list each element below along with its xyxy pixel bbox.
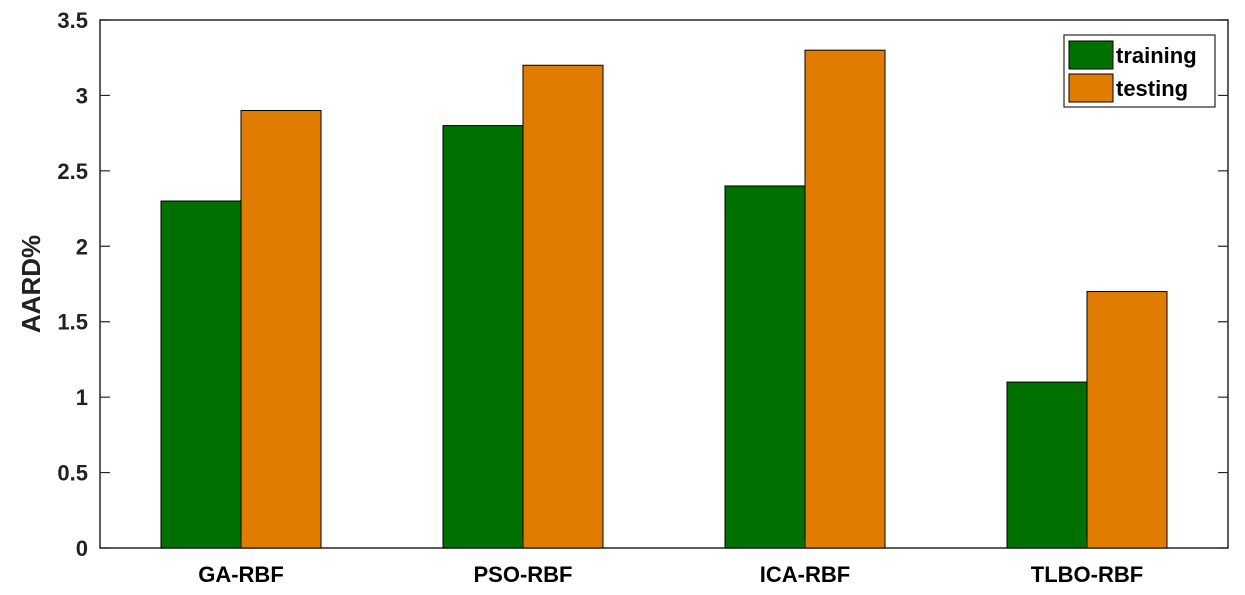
bar-training-tlbo-rbf [1006,381,1088,549]
y-tick-label: 0 [76,536,88,561]
plot-area-frame [99,19,1229,549]
y-tick-label: 2 [76,234,88,259]
bar-training-pso-rbf [442,125,524,549]
legend-label-testing: testing [1116,76,1188,101]
y-tick-label: 3.5 [57,8,88,33]
bar-training-ga-rbf [160,200,242,549]
y-tick-label: 3 [76,83,88,108]
legend-swatch-testing [1068,73,1114,103]
legend-swatch-training [1068,40,1114,70]
bar-testing-pso-rbf [522,64,604,549]
bar-training-ica-rbf [724,185,806,549]
y-tick-label: 2.5 [57,159,88,184]
y-tick-label: 0.5 [57,461,88,486]
x-category-label: PSO-RBF [474,562,573,587]
x-category-label: TLBO-RBF [1031,562,1143,587]
legend: training testing [1063,34,1216,108]
axes [99,19,1229,549]
x-axis-categories: GA-RBF PSO-RBF ICA-RBF TLBO-RBF [198,538,1143,587]
y-axis-ticks: 0 0.5 1 1.5 2 2.5 3 3.5 [57,8,1228,561]
bar-testing-ga-rbf [240,110,322,549]
y-tick-label: 1 [76,385,88,410]
y-tick-label: 1.5 [57,310,88,335]
x-category-label: ICA-RBF [760,562,850,587]
x-category-label: GA-RBF [198,562,284,587]
bar-testing-tlbo-rbf [1086,291,1168,549]
y-axis-label: AARD% [16,235,46,333]
legend-label-training: training [1116,43,1197,68]
bar-testing-ica-rbf [804,49,886,549]
bars [160,49,1168,549]
